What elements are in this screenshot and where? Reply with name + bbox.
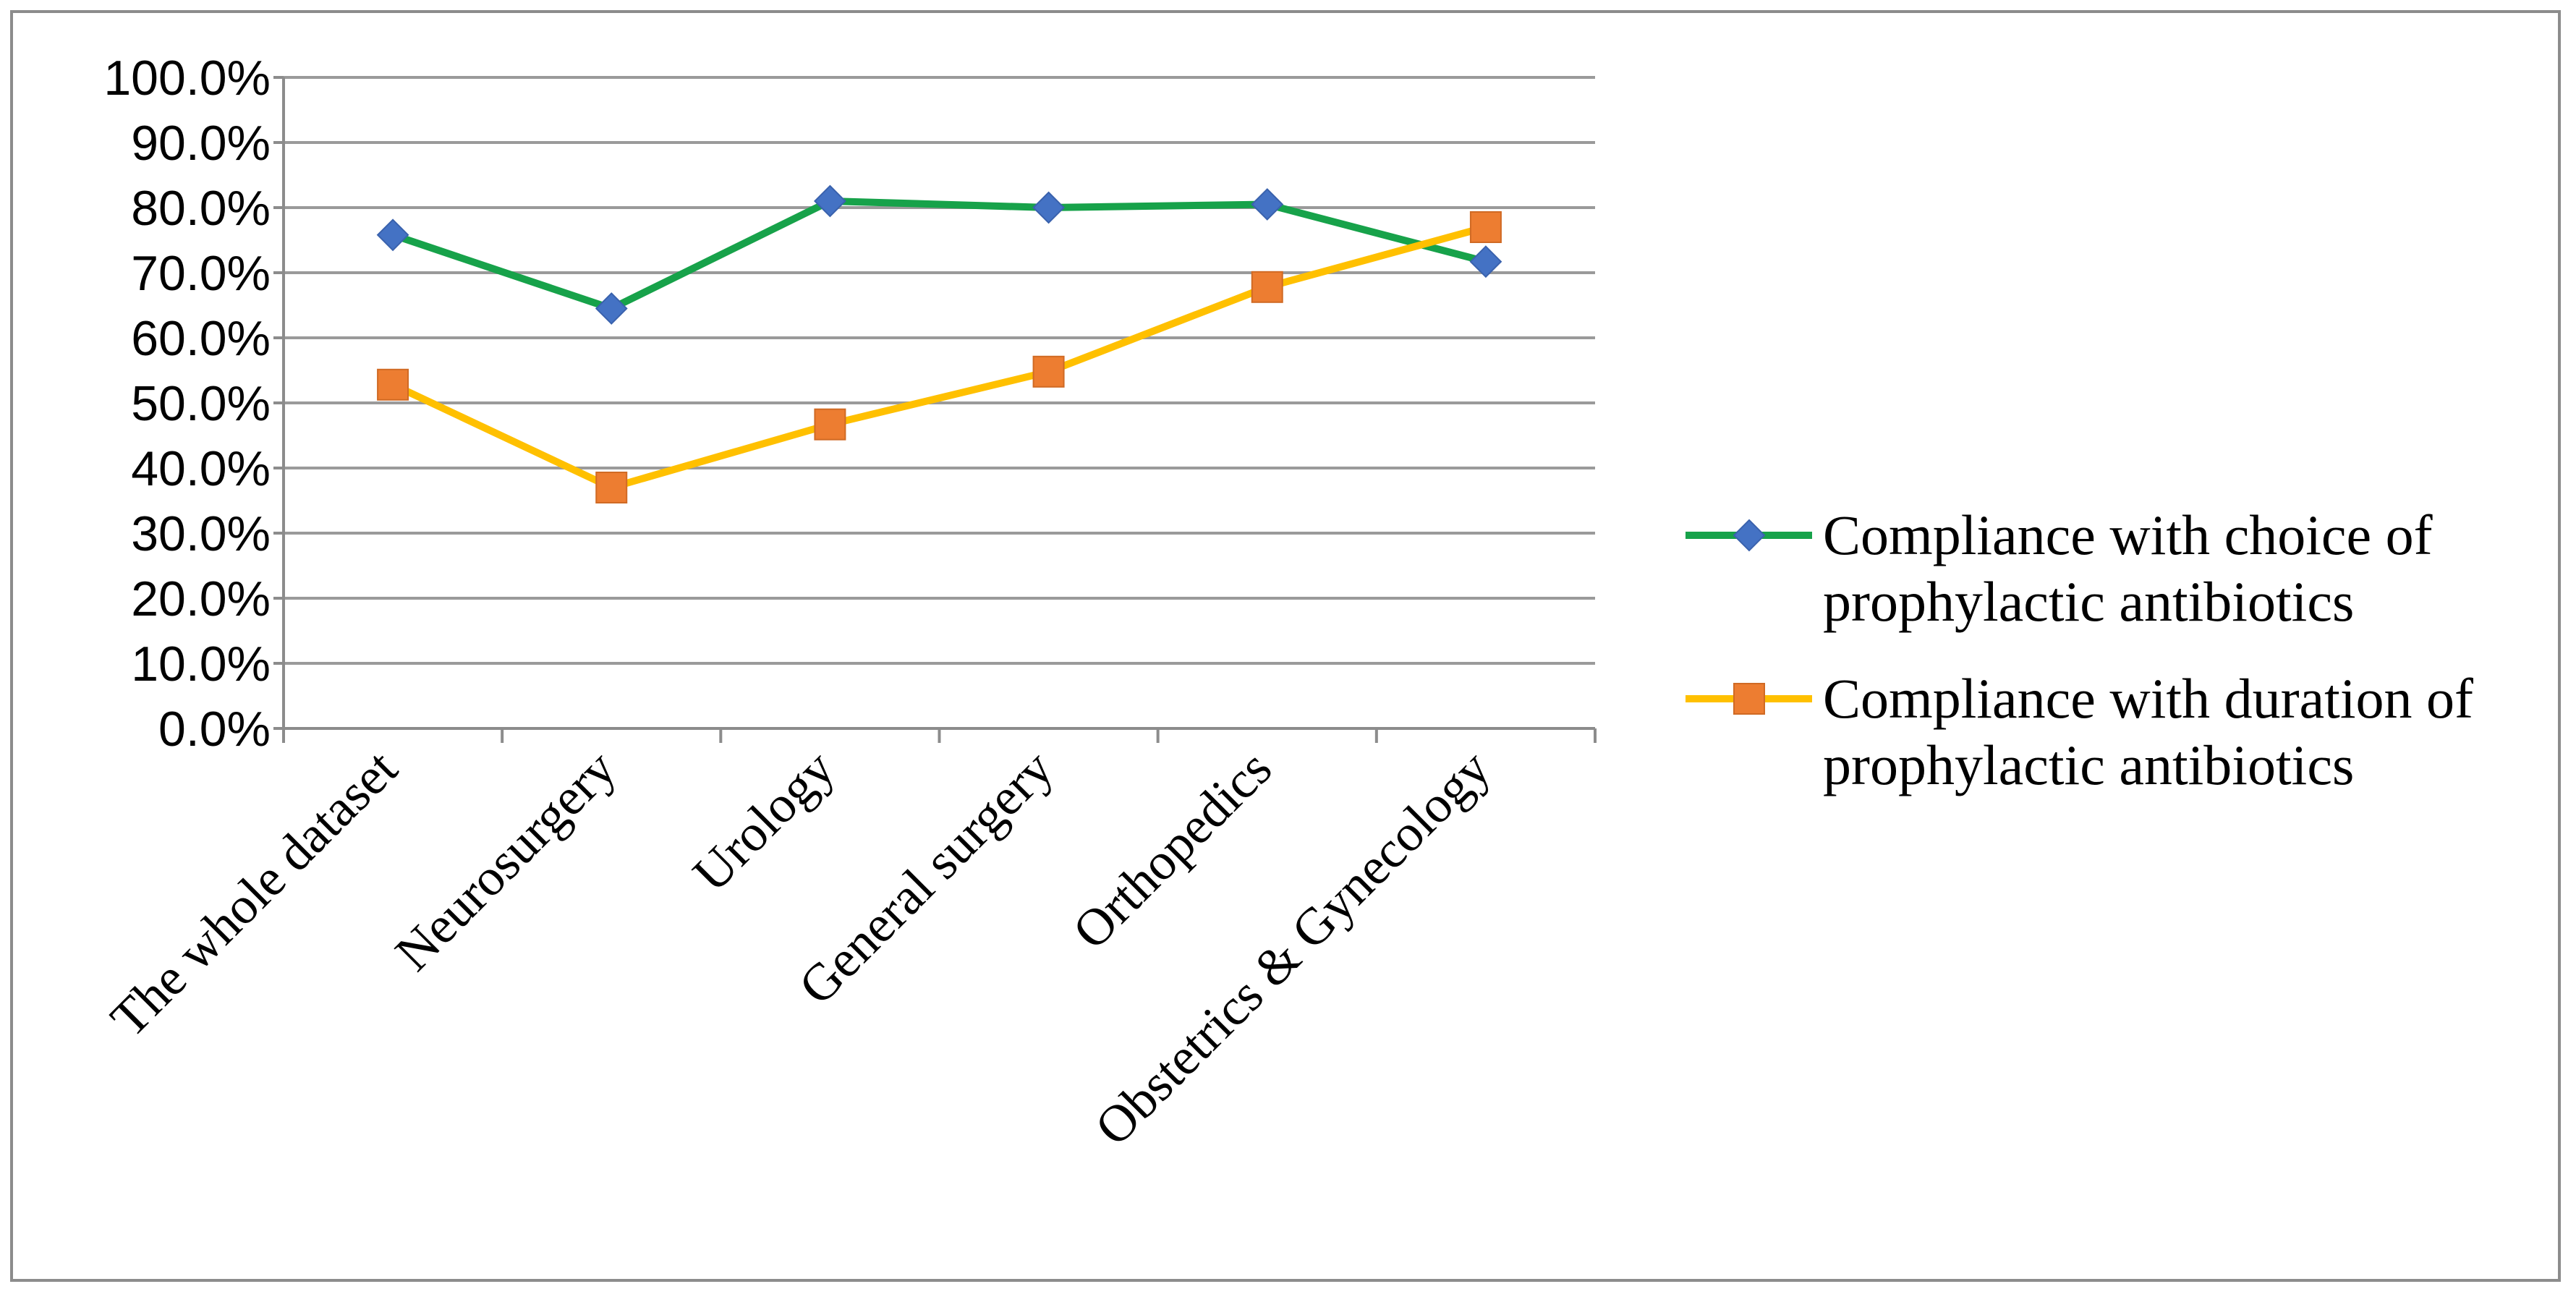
data-point-marker xyxy=(595,292,628,325)
data-point-marker xyxy=(1032,191,1065,224)
legend-label: prophylactic antibiotics xyxy=(1823,570,2354,633)
legend-label: Compliance with duration of xyxy=(1823,667,2473,730)
legend-item-2: Compliance with duration ofprophylactic … xyxy=(1686,667,2473,796)
data-point-marker xyxy=(1251,271,1283,303)
y-tick-label: 0.0% xyxy=(158,702,271,757)
legend-label: prophylactic antibiotics xyxy=(1823,733,2354,796)
data-point-marker xyxy=(814,184,846,218)
data-point-marker xyxy=(1251,188,1284,221)
x-tick-label: Orthopedics xyxy=(1062,739,1283,960)
y-tick-label: 80.0% xyxy=(131,181,271,236)
legend-label: Compliance with choice of xyxy=(1823,503,2433,566)
legend-marker xyxy=(1733,519,1766,552)
x-tick-label: The whole dataset xyxy=(99,739,408,1048)
gridlines xyxy=(282,76,1595,730)
series-1 xyxy=(376,184,1502,325)
y-tick-label: 90.0% xyxy=(131,116,271,171)
x-tick-label: Neurosurgery xyxy=(384,739,627,982)
chart-frame xyxy=(10,10,2561,1282)
data-point-marker xyxy=(1469,211,1502,243)
y-tick-label: 40.0% xyxy=(131,441,271,496)
y-tick-label: 50.0% xyxy=(131,376,271,431)
y-axis-ticks: 0.0% 10.0% 20.0% 30.0% 40.0% 50.0% 60.0% 70.0% 8… xyxy=(103,51,284,757)
x-tick-label: Urology xyxy=(681,739,845,903)
y-tick-label: 100.0% xyxy=(103,51,271,106)
y-tick-label: 30.0% xyxy=(131,506,271,561)
series-layer xyxy=(376,184,1502,503)
series-line xyxy=(389,224,1489,491)
y-tick-label: 10.0% xyxy=(131,637,271,692)
data-point-marker xyxy=(1032,355,1065,388)
data-point-marker xyxy=(595,472,628,503)
series-line xyxy=(389,197,1489,312)
x-tick-label: Obstetrics & Gynecology xyxy=(1084,739,1501,1157)
y-tick-label: 60.0% xyxy=(131,311,271,366)
y-tick-label: 20.0% xyxy=(131,571,271,626)
legend-marker xyxy=(1733,683,1765,715)
data-point-marker xyxy=(814,408,846,441)
series-2 xyxy=(377,211,1502,503)
x-axis xyxy=(282,728,1597,743)
y-tick-label: 70.0% xyxy=(131,246,271,301)
data-point-marker xyxy=(1469,245,1502,278)
data-point-marker xyxy=(376,218,409,252)
data-point-marker xyxy=(377,368,409,401)
